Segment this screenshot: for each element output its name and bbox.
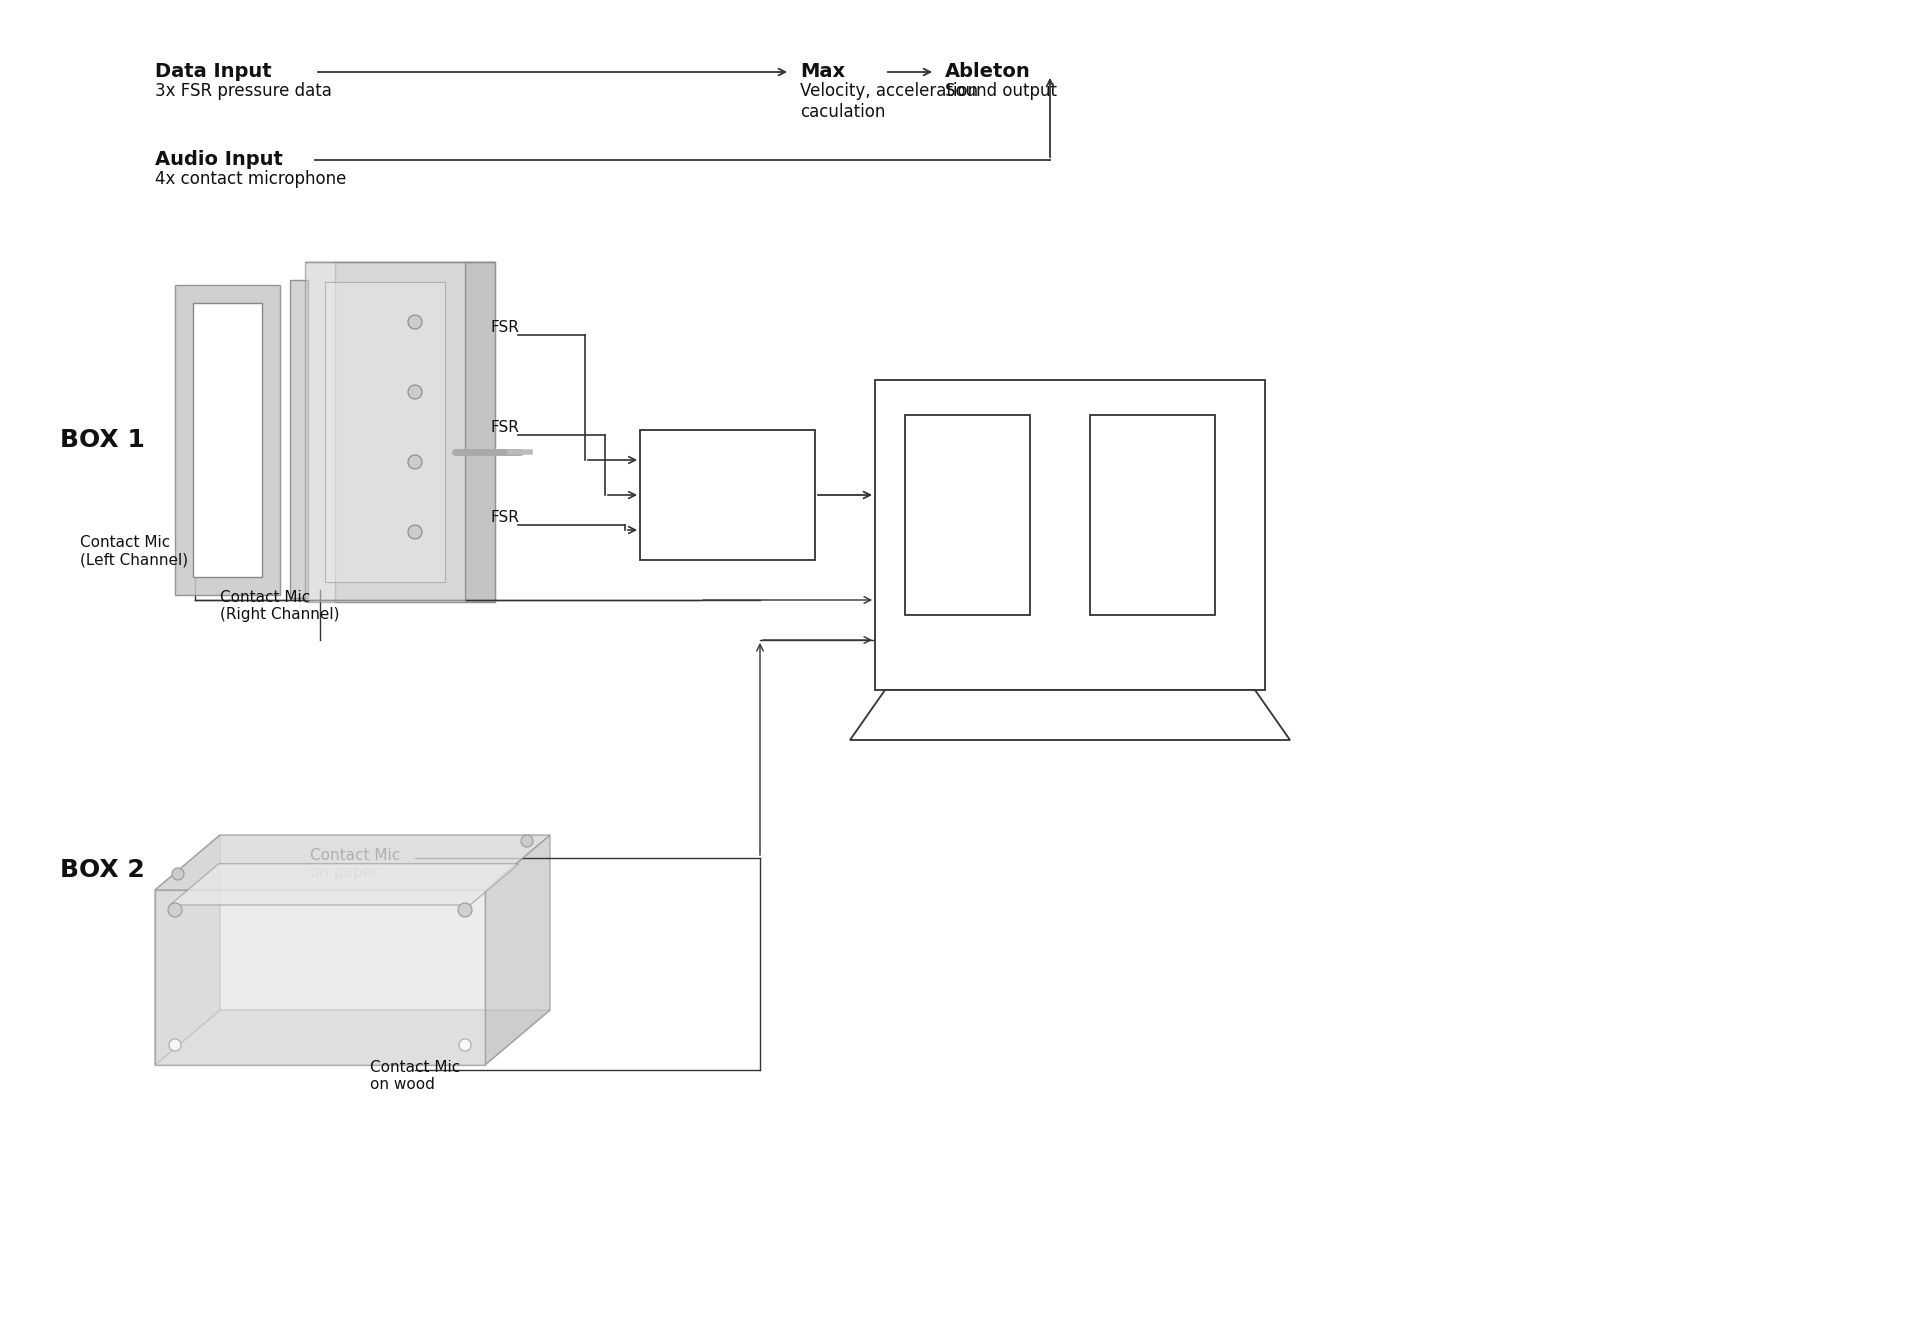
Polygon shape bbox=[156, 890, 486, 1064]
Polygon shape bbox=[194, 302, 261, 577]
Polygon shape bbox=[465, 262, 495, 602]
Text: 4x contact microphone: 4x contact microphone bbox=[156, 169, 346, 188]
Text: Sound output: Sound output bbox=[945, 82, 1058, 99]
Polygon shape bbox=[305, 262, 465, 602]
Text: Contact Mic
(Left Channel): Contact Mic (Left Channel) bbox=[81, 535, 188, 567]
Bar bbox=[904, 415, 1029, 616]
Text: 3x FSR pressure data: 3x FSR pressure data bbox=[156, 82, 332, 99]
Circle shape bbox=[169, 903, 182, 917]
Bar bbox=[876, 380, 1265, 689]
Text: FSR: FSR bbox=[490, 419, 518, 434]
Polygon shape bbox=[290, 280, 307, 598]
Circle shape bbox=[520, 835, 534, 847]
Text: Ableton: Ableton bbox=[945, 62, 1031, 81]
Text: Contact Mic
(Right Channel): Contact Mic (Right Channel) bbox=[221, 590, 340, 622]
Text: Velocity, acceleration
caculation: Velocity, acceleration caculation bbox=[801, 82, 977, 121]
Circle shape bbox=[407, 384, 422, 399]
Text: BOX 2: BOX 2 bbox=[60, 857, 144, 882]
Text: Max: Max bbox=[801, 62, 845, 81]
Text: BOX 1: BOX 1 bbox=[60, 427, 144, 452]
Text: FSR: FSR bbox=[490, 509, 518, 524]
Polygon shape bbox=[175, 285, 280, 595]
Text: FSR: FSR bbox=[490, 320, 518, 335]
Polygon shape bbox=[324, 282, 445, 582]
Polygon shape bbox=[156, 1009, 549, 1064]
Polygon shape bbox=[334, 262, 495, 602]
Text: Data Input: Data Input bbox=[156, 62, 271, 81]
Circle shape bbox=[459, 903, 472, 917]
Polygon shape bbox=[486, 835, 549, 1064]
Circle shape bbox=[407, 314, 422, 329]
Polygon shape bbox=[156, 835, 549, 890]
Text: Contact Mic
on wood: Contact Mic on wood bbox=[371, 1060, 461, 1093]
Text: Audio Input: Audio Input bbox=[156, 151, 282, 169]
Circle shape bbox=[173, 868, 184, 880]
Bar bbox=[1091, 415, 1215, 616]
Text: Ableton: Ableton bbox=[1117, 505, 1187, 524]
Text: Contact Mic
on paper: Contact Mic on paper bbox=[309, 848, 399, 880]
Circle shape bbox=[407, 526, 422, 539]
Text: Arduino: Arduino bbox=[695, 487, 760, 504]
Circle shape bbox=[169, 1039, 180, 1051]
Polygon shape bbox=[851, 689, 1290, 741]
Bar bbox=[639, 430, 814, 560]
Polygon shape bbox=[171, 864, 518, 905]
Text: Max: Max bbox=[948, 505, 987, 524]
Circle shape bbox=[407, 456, 422, 469]
Circle shape bbox=[459, 1039, 470, 1051]
Polygon shape bbox=[156, 835, 221, 1064]
